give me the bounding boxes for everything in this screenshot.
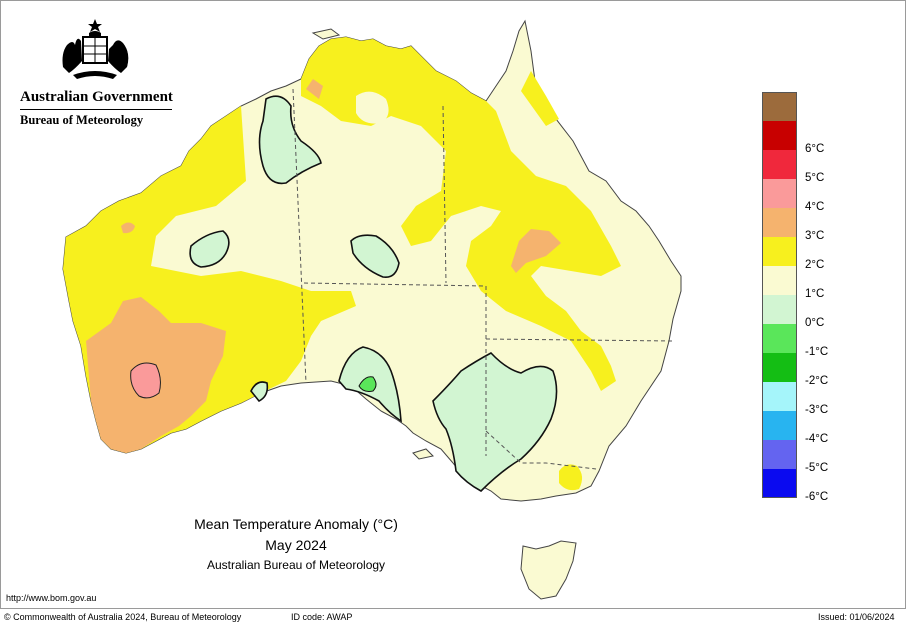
legend-swatch: [762, 266, 797, 295]
state-borders: [292, 88, 674, 470]
legend-swatch: [762, 237, 797, 266]
legend-label: -1°C: [805, 346, 829, 358]
legend-swatch: [762, 440, 797, 469]
government-name: Australian Government: [20, 89, 173, 105]
copyright-text: © Commonwealth of Australia 2024, Bureau…: [4, 612, 242, 622]
anomaly-minus2-to-minus1: [358, 376, 377, 392]
coat-of-arms-icon: [62, 19, 129, 79]
legend-label: 6°C: [805, 143, 825, 155]
legend-label: 5°C: [805, 172, 825, 184]
map-frame: Australian Government Bureau of Meteorol…: [0, 0, 906, 609]
legend-label: -5°C: [805, 462, 829, 474]
legend-label: -3°C: [805, 404, 829, 416]
legend-swatch: [762, 150, 797, 179]
melville-island: [311, 28, 341, 40]
anomaly-3-to-4: [130, 362, 161, 399]
id-code: ID code: AWAP: [291, 612, 353, 622]
legend-label: 2°C: [805, 259, 825, 271]
kangaroo-island: [412, 448, 435, 460]
legend-label: 4°C: [805, 201, 825, 213]
legend-label: 3°C: [805, 230, 825, 242]
legend-swatch: [762, 353, 797, 382]
legend-label: 1°C: [805, 288, 825, 300]
legend-label: 0°C: [805, 317, 825, 329]
legend-swatch: [762, 382, 797, 411]
legend-label: -4°C: [805, 433, 829, 445]
logo-divider: [20, 109, 172, 110]
government-logo: Australian Government Bureau of Meteorol…: [15, 15, 175, 128]
map-title: Mean Temperature Anomaly (°C): [194, 516, 398, 532]
legend-swatch: [762, 92, 797, 121]
map-titles: Mean Temperature Anomaly (°C) May 2024 A…: [151, 516, 441, 572]
color-legend: 6°C 5°C 4°C 3°C 2°C 1°C 0°C -1°C -2°C -3°C -4°C -5°…: [762, 92, 828, 503]
tasmania: [520, 540, 577, 600]
australia-anomaly-map: [62, 19, 682, 600]
legend-label: -6°C: [805, 491, 829, 503]
legend-swatch: [762, 469, 797, 498]
issued-date: Issued: 01/06/2024: [818, 612, 895, 622]
legend-swatch: [762, 121, 797, 150]
map-source: Australian Bureau of Meteorology: [206, 558, 386, 572]
legend-swatch: [762, 208, 797, 237]
legend-swatch: [762, 411, 797, 440]
legend-swatch: [762, 179, 797, 208]
legend-swatch: [762, 324, 797, 353]
map-period: May 2024: [265, 537, 327, 553]
agency-name: Bureau of Meteorology: [20, 113, 144, 127]
anomaly-0-to-1-pockets: [356, 91, 389, 124]
website-link[interactable]: http://www.bom.gov.au: [6, 593, 97, 603]
legend-label: -2°C: [805, 375, 829, 387]
legend-swatch: [762, 295, 797, 324]
